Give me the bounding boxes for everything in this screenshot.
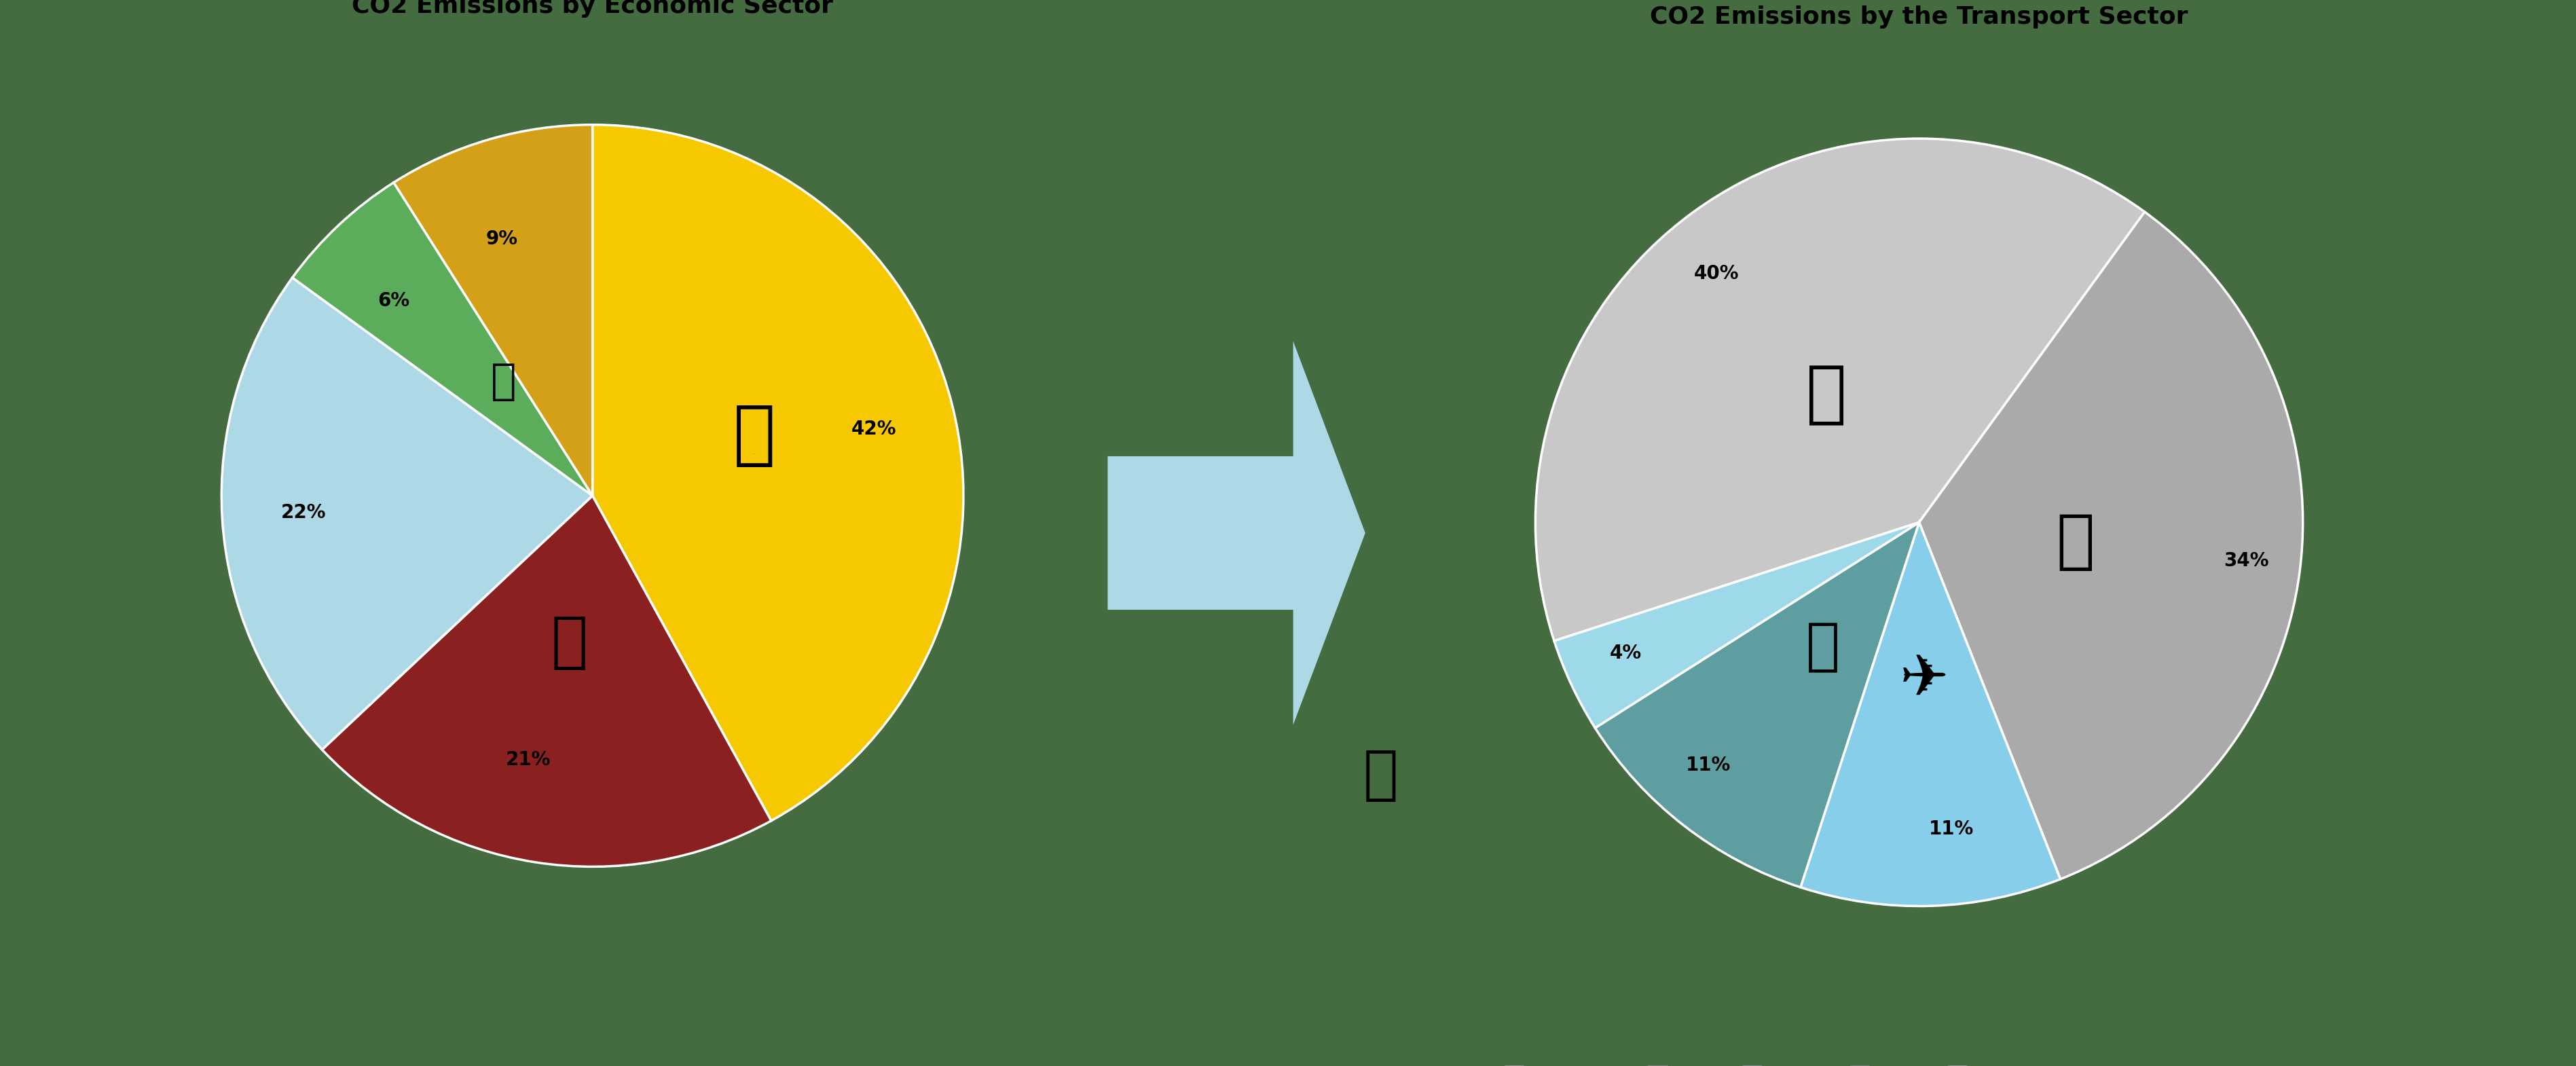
Text: 🚗: 🚗	[1806, 362, 1847, 427]
Text: ✈: ✈	[1899, 651, 1947, 708]
Wedge shape	[222, 277, 592, 749]
Text: 🚃: 🚃	[1363, 747, 1399, 804]
Text: 🏭: 🏭	[551, 612, 587, 673]
Text: 4%: 4%	[1610, 644, 1641, 663]
Text: 11%: 11%	[1685, 756, 1731, 774]
Wedge shape	[1595, 522, 1919, 887]
Title: CO2 Emissions by Economic Sector: CO2 Emissions by Economic Sector	[353, 0, 832, 18]
Text: 11%: 11%	[1929, 820, 1973, 839]
Text: 9%: 9%	[487, 229, 518, 248]
Wedge shape	[592, 125, 963, 821]
Text: 🏭: 🏭	[734, 401, 775, 470]
Text: 21%: 21%	[505, 750, 551, 769]
Wedge shape	[1801, 522, 2061, 906]
Text: 🚚: 🚚	[2056, 511, 2094, 574]
Wedge shape	[1553, 522, 1919, 728]
Text: 22%: 22%	[281, 503, 327, 522]
Text: 🚢: 🚢	[1806, 619, 1839, 674]
Wedge shape	[322, 496, 770, 867]
Text: 34%: 34%	[2223, 551, 2269, 570]
Wedge shape	[1535, 139, 2146, 641]
Wedge shape	[1919, 212, 2303, 879]
Text: 42%: 42%	[850, 420, 896, 439]
Text: 🏢: 🏢	[492, 362, 515, 403]
Text: 40%: 40%	[1692, 264, 1739, 284]
Polygon shape	[1108, 341, 1365, 725]
Title: CO2 Emissions by the Transport Sector: CO2 Emissions by the Transport Sector	[1651, 5, 2187, 29]
Wedge shape	[291, 182, 592, 496]
Wedge shape	[394, 125, 592, 496]
Text: 6%: 6%	[379, 291, 410, 310]
Legend: Automobiles, Trucks, Aviation, Marine, Railways: Automobiles, Trucks, Aviation, Marine, R…	[1499, 1059, 2053, 1066]
